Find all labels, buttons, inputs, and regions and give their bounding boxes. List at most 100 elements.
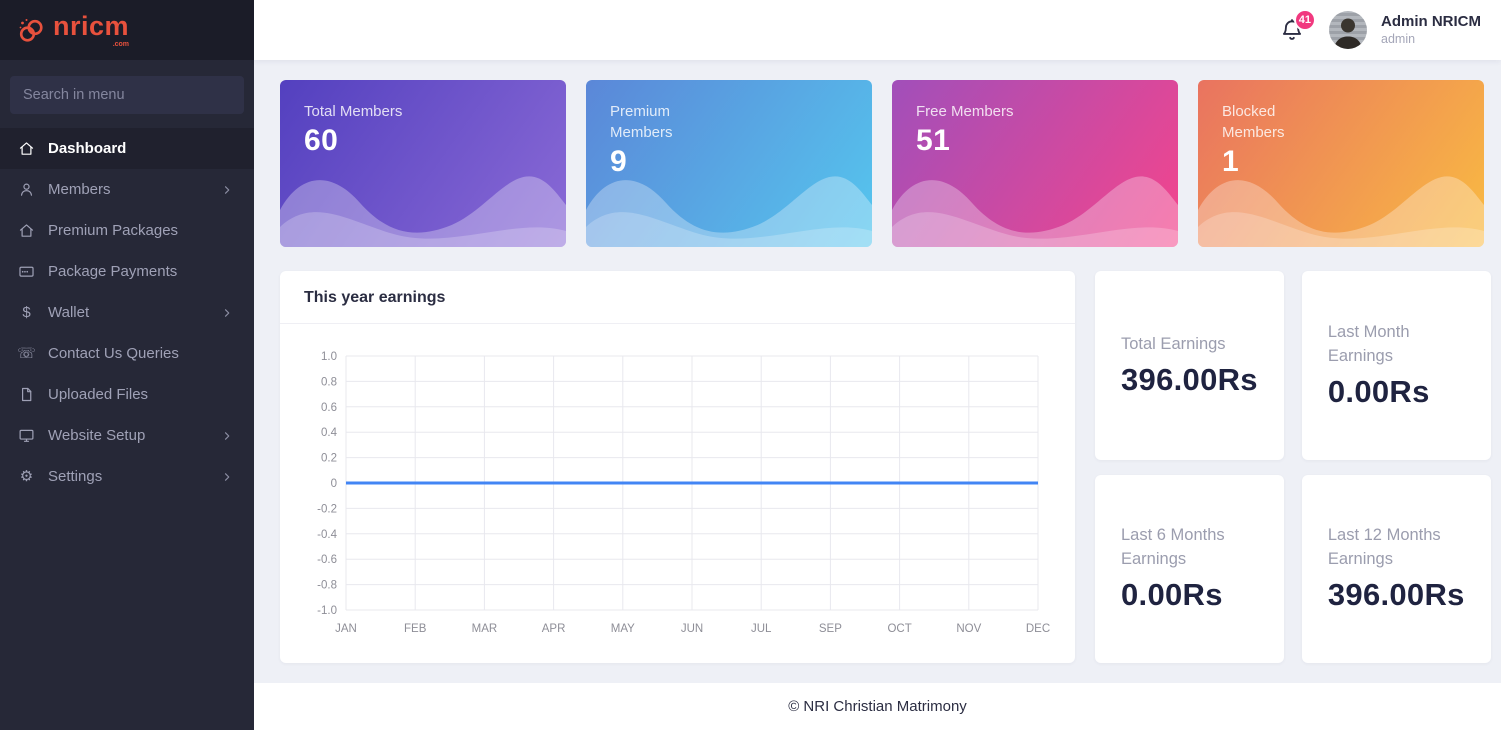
monitor-icon xyxy=(18,427,35,444)
sidebar-item-website-setup[interactable]: Website Setup xyxy=(0,415,254,456)
top-header: 41 Admin NRICM admin xyxy=(254,0,1501,60)
earnings-label: Total Earnings xyxy=(1121,334,1226,353)
sidebar-item-dashboard[interactable]: Dashboard xyxy=(0,128,254,169)
stat-label: Premium Members xyxy=(610,103,673,141)
stat-label: Blocked Members xyxy=(1222,103,1285,141)
file-icon xyxy=(18,386,35,403)
home-icon xyxy=(18,222,35,239)
stat-card-free-members[interactable]: Free Members 51 xyxy=(892,80,1178,247)
chevron-right-icon xyxy=(220,470,234,484)
chart-title: This year earnings xyxy=(280,271,1075,324)
chart-body: 1.0 0.8 0.6 0.4 0.2 0 -0.2 -0.4 -0.6 -0.8 -1.0 JAN F… xyxy=(280,324,1075,663)
main-area: 41 Admin NRICM admin Total Members 60 Pre… xyxy=(254,0,1501,730)
wave-decoration xyxy=(280,176,566,247)
sidebar-item-uploaded-files[interactable]: Uploaded Files xyxy=(0,374,254,415)
stat-value: 60 xyxy=(304,124,339,157)
wave-decoration xyxy=(1198,176,1484,247)
avatar-photo xyxy=(1334,18,1362,49)
user-name: Admin NRICM xyxy=(1381,12,1481,30)
sidebar-item-label: Website Setup xyxy=(48,427,146,444)
stat-value: 9 xyxy=(610,145,628,178)
svg-text:0: 0 xyxy=(331,478,337,490)
sidebar-item-contact-us-queries[interactable]: ☏ Contact Us Queries xyxy=(0,333,254,374)
svg-text:1.0: 1.0 xyxy=(321,351,337,363)
copyright-text: © NRI Christian Matrimony xyxy=(788,698,967,715)
svg-text:DEC: DEC xyxy=(1026,623,1050,635)
svg-text:0.2: 0.2 xyxy=(321,453,337,465)
stats-row: Total Members 60 Premium Members 9 Free Me… xyxy=(280,80,1484,247)
logo-text: nricm xyxy=(53,10,130,41)
earnings-value: 0.00Rs xyxy=(1327,373,1430,409)
sidebar-nav: Dashboard Members Premium Packages Package … xyxy=(0,128,254,497)
sidebar-item-settings[interactable]: ⚙ Settings xyxy=(0,456,254,497)
earnings-card-last-6-months-earnings: Last 6 Months Earnings 0.00Rs xyxy=(1095,474,1284,663)
sidebar-search xyxy=(0,60,254,128)
sidebar-item-label: Contact Us Queries xyxy=(48,345,179,362)
svg-text:MAY: MAY xyxy=(611,623,635,635)
notifications-button[interactable]: 41 xyxy=(1279,9,1316,43)
svg-text:-0.8: -0.8 xyxy=(317,580,337,592)
sidebar-item-premium-packages[interactable]: Premium Packages xyxy=(0,210,254,251)
logo-suffix: .com xyxy=(112,40,130,48)
notification-badge: 41 xyxy=(1293,9,1316,31)
dashboard-content: Total Members 60 Premium Members 9 Free Me… xyxy=(254,60,1501,683)
sidebar-item-wallet[interactable]: $ Wallet xyxy=(0,292,254,333)
earnings-value: 396.00Rs xyxy=(1121,361,1258,397)
earnings-card-last-month-earnings: Last Month Earnings 0.00Rs xyxy=(1301,271,1491,460)
gear-icon: ⚙ xyxy=(19,468,34,485)
svg-text:-0.4: -0.4 xyxy=(317,529,337,541)
user-menu[interactable]: Admin NRICM admin xyxy=(1381,13,1481,47)
stat-label: Free Members xyxy=(916,103,1014,120)
svg-text:0.8: 0.8 xyxy=(321,376,337,388)
sidebar-item-label: Wallet xyxy=(48,304,90,321)
earnings-label: Last 6 Months Earnings xyxy=(1121,526,1225,569)
search-input[interactable] xyxy=(10,76,244,114)
wave-decoration xyxy=(892,176,1178,247)
user-avatar[interactable] xyxy=(1329,11,1367,49)
sidebar-item-label: Package Payments xyxy=(48,263,178,280)
svg-text:0.4: 0.4 xyxy=(321,427,338,439)
svg-text:JUL: JUL xyxy=(751,623,772,635)
sidebar-item-label: Uploaded Files xyxy=(48,386,149,403)
svg-text:-0.2: -0.2 xyxy=(317,503,337,515)
wave-decoration xyxy=(586,176,872,247)
dollar-icon: $ xyxy=(22,304,31,321)
svg-text:-1.0: -1.0 xyxy=(317,605,337,617)
sidebar: nricm .com Dashboard Members Premium Packa… xyxy=(0,0,254,730)
user-role: admin xyxy=(1381,31,1416,46)
phone-icon: ☏ xyxy=(17,345,36,362)
sidebar-item-label: Settings xyxy=(48,468,103,485)
earnings-cards: Total Earnings 396.00Rs Last Month Earning… xyxy=(1095,271,1491,663)
chevron-right-icon xyxy=(220,306,234,320)
app-logo[interactable]: nricm .com xyxy=(0,0,254,60)
stat-card-blocked-members[interactable]: Blocked Members 1 xyxy=(1198,80,1484,247)
stat-card-premium-members[interactable]: Premium Members 9 xyxy=(586,80,872,247)
stat-label: Total Members xyxy=(304,103,403,120)
earnings-card-total-earnings: Total Earnings 396.00Rs xyxy=(1095,271,1284,460)
sidebar-item-members[interactable]: Members xyxy=(0,169,254,210)
svg-text:MAR: MAR xyxy=(472,623,498,635)
stat-card-total-members[interactable]: Total Members 60 xyxy=(280,80,566,247)
svg-text:APR: APR xyxy=(542,623,566,635)
chevron-right-icon xyxy=(220,183,234,197)
sidebar-item-label: Members xyxy=(48,181,111,198)
svg-text:FEB: FEB xyxy=(404,623,427,635)
footer: © NRI Christian Matrimony xyxy=(254,683,1501,730)
earnings-label: Last 12 Months Earnings xyxy=(1327,526,1441,569)
svg-text:-0.6: -0.6 xyxy=(317,554,337,566)
stat-value: 51 xyxy=(916,124,951,157)
sidebar-item-label: Premium Packages xyxy=(48,222,179,239)
svg-text:JUN: JUN xyxy=(681,623,703,635)
earnings-value: 396.00Rs xyxy=(1327,577,1465,613)
earnings-card-last-12-months-earnings: Last 12 Months Earnings 396.00Rs xyxy=(1301,474,1491,663)
svg-text:SEP: SEP xyxy=(819,623,842,635)
rings-logo-icon xyxy=(16,15,46,45)
earnings-chart: 1.0 0.8 0.6 0.4 0.2 0 -0.2 -0.4 -0.6 -0.8 -1.0 JAN F… xyxy=(317,351,1050,635)
sidebar-item-label: Dashboard xyxy=(48,140,127,157)
stat-value: 1 xyxy=(1222,145,1240,178)
user-icon xyxy=(18,181,35,198)
svg-text:0.6: 0.6 xyxy=(321,402,337,414)
svg-text:NOV: NOV xyxy=(956,623,981,635)
card-icon xyxy=(18,263,35,280)
sidebar-item-package-payments[interactable]: Package Payments xyxy=(0,251,254,292)
